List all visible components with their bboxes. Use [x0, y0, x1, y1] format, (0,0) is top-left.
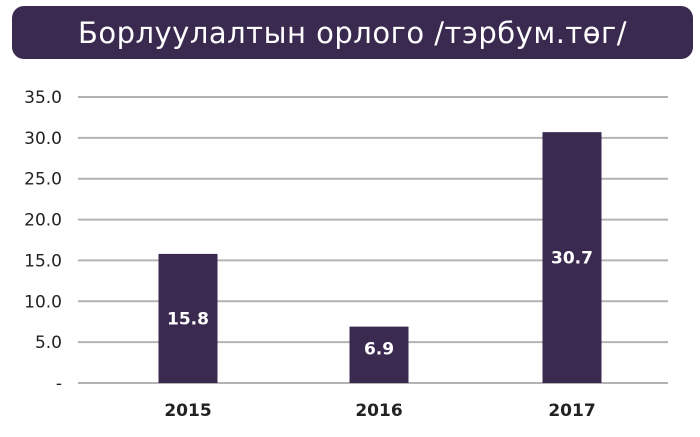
y-tick-label: 25.0: [24, 170, 62, 190]
data-label: 30.7: [551, 249, 593, 269]
x-category-label: 2015: [164, 401, 211, 421]
x-category-label: 2017: [548, 401, 595, 421]
chart-title: Борлуулалтын орлого /тэрбум.төг/: [77, 15, 628, 50]
y-tick-label: 5.0: [35, 333, 62, 353]
x-category-label: 2016: [355, 401, 402, 421]
bar-2016: [349, 326, 409, 383]
bars: 15.8 6.9 30.7: [158, 132, 602, 383]
bar-2017: [542, 132, 602, 383]
chart-title-banner: Борлуулалтын орлого /тэрбум.төг/: [12, 6, 693, 59]
y-tick-label: -: [56, 374, 62, 394]
data-label: 15.8: [167, 309, 209, 329]
y-tick-label: 35.0: [24, 88, 62, 108]
y-tick-label: 10.0: [24, 292, 62, 312]
y-tick-label: 30.0: [24, 129, 62, 149]
bar-2015: [158, 253, 218, 383]
y-tick-label: 20.0: [24, 211, 62, 231]
data-label: 6.9: [364, 340, 394, 360]
x-axis-categories: 2015 2016 2017: [164, 401, 595, 421]
y-axis-ticks: - 5.0 10.0 15.0 20.0 25.0 30.0 35.0: [24, 88, 62, 394]
y-tick-label: 15.0: [24, 251, 62, 271]
